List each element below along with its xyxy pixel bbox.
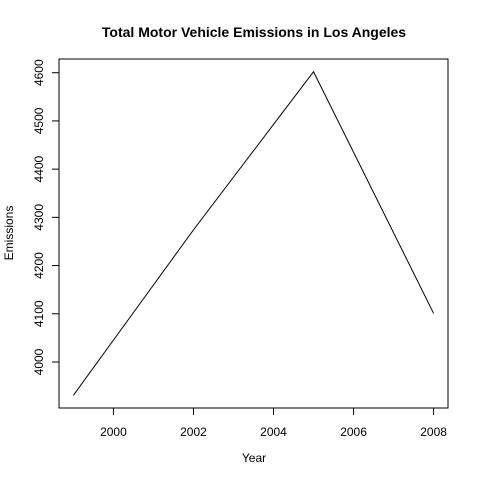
x-tick-label: 2004	[260, 425, 287, 439]
y-tick-label: 4100	[32, 300, 46, 327]
y-tick-label: 4500	[32, 107, 46, 134]
y-tick-label: 4400	[32, 155, 46, 182]
y-tick-label: 4200	[32, 252, 46, 279]
y-tick-label: 4000	[32, 348, 46, 375]
y-tick-label: 4600	[32, 59, 46, 86]
series-layer	[73, 70, 435, 396]
x-axis-label: Year	[242, 451, 266, 465]
x-tick-label: 2002	[180, 425, 207, 439]
x-tick-label: 2008	[420, 425, 447, 439]
y-tick-label: 4300	[32, 204, 46, 231]
x-axis: 2000 2002 2004 2006 2008	[100, 407, 447, 439]
x-tick-label: 2000	[100, 425, 127, 439]
plot-frame	[58, 58, 449, 409]
chart-title: Total Motor Vehicle Emissions in Los Ang…	[102, 24, 406, 40]
x-tick-label: 2006	[340, 425, 367, 439]
y-axis: 4000 4100 4200 4300 4400 4500 4600	[32, 59, 60, 375]
y-axis-label: Emissions	[2, 206, 16, 261]
series-line	[73, 70, 435, 396]
